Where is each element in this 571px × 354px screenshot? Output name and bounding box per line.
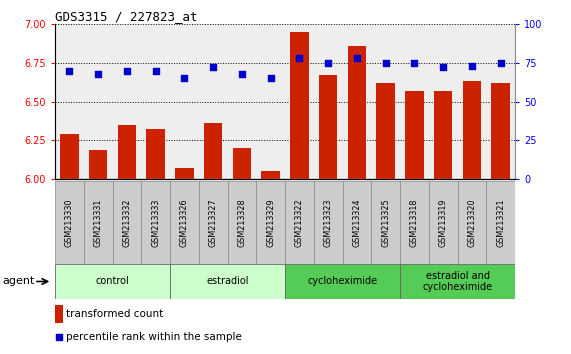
Text: GSM213321: GSM213321 — [496, 198, 505, 247]
Point — [381, 60, 390, 65]
Text: GSM213327: GSM213327 — [208, 198, 218, 247]
Text: cycloheximide: cycloheximide — [307, 276, 377, 286]
Text: percentile rank within the sample: percentile rank within the sample — [66, 332, 242, 342]
Text: GSM213318: GSM213318 — [410, 198, 419, 247]
Bar — [60, 134, 79, 179]
Text: GSM213320: GSM213320 — [468, 198, 476, 247]
Bar — [141, 181, 170, 264]
Bar — [84, 181, 112, 264]
Bar — [343, 181, 371, 264]
Text: GSM213323: GSM213323 — [324, 198, 333, 247]
Point — [352, 55, 361, 61]
Bar — [348, 46, 366, 179]
Bar — [55, 305, 63, 323]
Text: GDS3315 / 227823_at: GDS3315 / 227823_at — [55, 10, 198, 23]
Text: control: control — [95, 276, 130, 286]
Bar — [89, 149, 107, 179]
Bar — [170, 264, 285, 299]
Bar — [285, 181, 313, 264]
Text: GSM213331: GSM213331 — [94, 198, 103, 247]
Bar — [55, 181, 84, 264]
Bar — [400, 264, 515, 299]
Text: GSM213328: GSM213328 — [238, 198, 246, 247]
Text: GSM213322: GSM213322 — [295, 198, 304, 247]
Bar — [262, 171, 280, 179]
Bar — [199, 181, 227, 264]
Bar — [232, 148, 251, 179]
Bar — [457, 181, 486, 264]
Bar — [118, 125, 136, 179]
Bar — [313, 181, 343, 264]
Point — [208, 64, 218, 70]
Bar — [405, 91, 424, 179]
Text: estradiol: estradiol — [206, 276, 249, 286]
Point — [151, 68, 160, 73]
Text: GSM213326: GSM213326 — [180, 198, 189, 247]
Point — [180, 75, 189, 81]
Bar — [371, 181, 400, 264]
Text: transformed count: transformed count — [66, 309, 164, 319]
Bar — [319, 75, 337, 179]
Text: GSM213319: GSM213319 — [439, 198, 448, 247]
Bar — [170, 181, 199, 264]
Bar — [429, 181, 457, 264]
Point — [266, 75, 275, 81]
Bar — [463, 81, 481, 179]
Point — [55, 335, 64, 340]
Point — [295, 55, 304, 61]
Bar — [285, 264, 400, 299]
Bar — [434, 91, 452, 179]
Text: GSM213324: GSM213324 — [352, 198, 361, 247]
Bar — [256, 181, 285, 264]
Point — [496, 60, 505, 65]
Point — [94, 71, 103, 76]
Text: estradiol and
cycloheximide: estradiol and cycloheximide — [423, 271, 493, 292]
Bar — [175, 168, 194, 179]
Point — [65, 68, 74, 73]
Bar — [290, 32, 309, 179]
Text: GSM213332: GSM213332 — [122, 198, 131, 247]
Point — [324, 60, 333, 65]
Bar — [400, 181, 429, 264]
Bar — [112, 181, 141, 264]
Point — [467, 63, 476, 69]
Text: GSM213333: GSM213333 — [151, 198, 160, 247]
Text: agent: agent — [3, 276, 35, 286]
Point — [122, 68, 131, 73]
Bar — [227, 181, 256, 264]
Bar — [55, 264, 170, 299]
Point — [439, 64, 448, 70]
Point — [238, 71, 247, 76]
Bar — [486, 181, 515, 264]
Point — [410, 60, 419, 65]
Text: GSM213329: GSM213329 — [266, 198, 275, 247]
Text: GSM213330: GSM213330 — [65, 198, 74, 247]
Bar — [491, 83, 510, 179]
Bar — [146, 130, 165, 179]
Text: GSM213325: GSM213325 — [381, 198, 390, 247]
Bar — [204, 123, 223, 179]
Bar — [376, 83, 395, 179]
